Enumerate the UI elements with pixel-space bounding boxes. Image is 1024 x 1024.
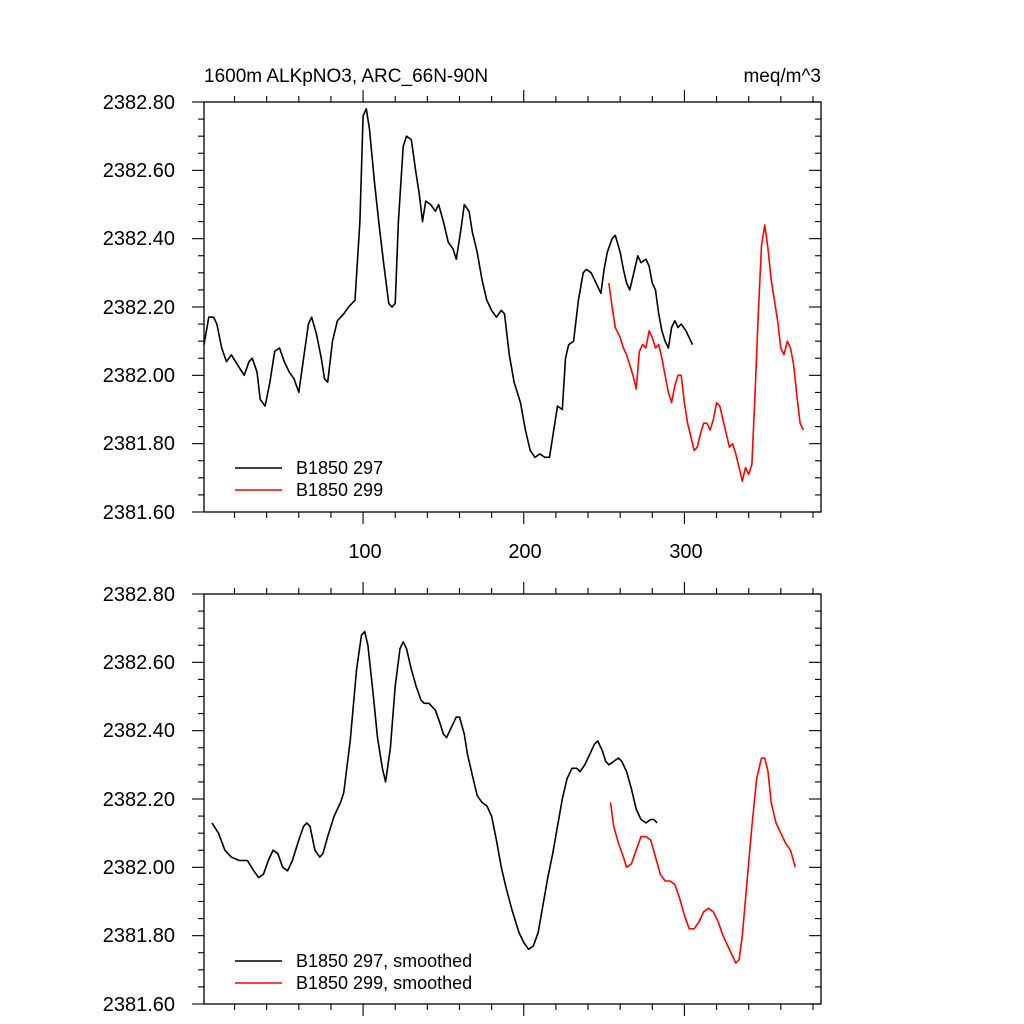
y-tick-label: 2382.20 <box>103 789 175 811</box>
y-tick-label: 2382.80 <box>103 584 175 606</box>
y-tick-label: 2381.60 <box>103 502 175 524</box>
y-tick-label: 2382.60 <box>103 160 175 182</box>
y-tick-labels: 2382.80 2382.60 2382.40 2382.20 2382.00 … <box>103 92 175 524</box>
x-tick-label: 100 <box>348 541 381 563</box>
legend-label: B1850 297, smoothed <box>296 951 472 971</box>
y-tick-label: 2382.40 <box>103 720 175 742</box>
top-panel: 1600m ALKpNO3, ARC_66N-90N meq/m^3 2382.… <box>103 66 822 563</box>
units-label: meq/m^3 <box>743 66 821 87</box>
series-line-b1850-299-smoothed <box>609 757 797 964</box>
plot-frame <box>203 101 822 513</box>
legend-label: B1850 299, smoothed <box>296 973 472 993</box>
y-tick-label: 2382.60 <box>103 652 175 674</box>
y-tick-label: 2382.00 <box>103 857 175 879</box>
x-tick-label: 200 <box>508 541 541 563</box>
legend-label: B1850 299 <box>296 480 383 500</box>
y-tick-label: 2382.00 <box>103 365 175 387</box>
y-tick-label: 2381.60 <box>103 994 175 1016</box>
series-lines <box>203 108 805 483</box>
y-tick-label: 2382.80 <box>103 92 175 114</box>
y-tick-label: 2381.80 <box>103 925 175 947</box>
series-line-b1850-299 <box>608 224 805 483</box>
chart-title: 1600m ALKpNO3, ARC_66N-90N <box>204 66 488 87</box>
tick-marks <box>192 90 821 524</box>
y-tick-label: 2381.80 <box>103 433 175 455</box>
x-tick-label: 300 <box>669 541 702 563</box>
tick-marks <box>192 582 821 1016</box>
y-tick-labels: 2382.80 2382.60 2382.40 2382.20 2382.00 … <box>103 584 175 1016</box>
x-tick-labels: 100 200 300 <box>348 541 702 563</box>
series-lines <box>211 630 797 964</box>
series-line-b1850-297 <box>203 108 694 459</box>
series-line-b1850-297-smoothed <box>211 630 658 951</box>
legend: B1850 297 B1850 299 <box>235 458 383 500</box>
y-tick-label: 2382.20 <box>103 297 175 319</box>
legend: B1850 297, smoothed B1850 299, smoothed <box>235 951 472 993</box>
bottom-panel: 2382.80 2382.60 2382.40 2382.20 2382.00 … <box>103 582 822 1016</box>
legend-label: B1850 297 <box>296 458 383 478</box>
plot-frame <box>203 593 822 1005</box>
y-tick-label: 2382.40 <box>103 228 175 250</box>
